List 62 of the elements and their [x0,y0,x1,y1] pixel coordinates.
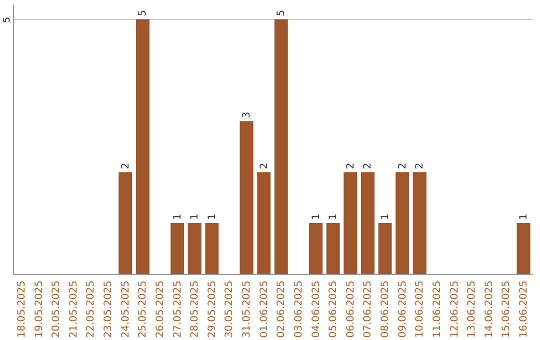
x-tick-label: 18.05.2025 [16,280,28,338]
bar [136,19,150,274]
bar [170,223,184,274]
x-tick-label: 11.06.2025 [432,280,443,338]
bar [205,223,219,274]
data-label: 2 [345,162,356,170]
x-tick-label: 25.05.2025 [138,280,149,338]
x-tick-label: 22.05.2025 [86,280,97,338]
x-tick-label: 27.05.2025 [172,280,184,338]
x-tick-label: 05.06.2025 [328,280,340,338]
x-tick-label: 20.05.2025 [51,280,62,338]
bar [360,172,374,274]
x-tick-label: 26.05.2025 [154,280,166,338]
x-tick-label: 14.06.2025 [484,280,495,338]
data-label: 2 [120,162,132,170]
data-label: 1 [518,214,530,220]
data-label: 1 [172,214,184,220]
bar [240,121,254,274]
bar [396,172,410,274]
bar [378,223,392,274]
x-tick-label: 28.05.2025 [190,280,201,338]
x-tick-label: 29.05.2025 [206,280,218,338]
x-tick-label: 03.06.2025 [293,280,304,338]
x-tick-label: 30.05.2025 [224,280,236,338]
x-tick-label: 06.06.2025 [345,280,356,338]
x-tick-label: 08.06.2025 [380,280,392,338]
data-label: 1 [310,214,322,220]
data-label: 5 [138,10,149,16]
bar [274,19,288,274]
bar [118,172,132,274]
bar [257,172,271,274]
x-tick-label: 23.05.2025 [103,280,114,338]
x-tick-label: 01.06.2025 [258,280,270,338]
data-label: 2 [414,162,426,170]
x-tick-label: 04.06.2025 [310,280,322,338]
data-label: 2 [397,162,408,170]
bar [309,223,323,274]
bar [516,223,530,274]
data-label: 3 [242,112,253,118]
x-tick-label: 31.05.2025 [242,280,253,338]
x-tick-label: 07.06.2025 [362,280,374,338]
data-label: 1 [328,214,340,220]
data-label: 2 [258,162,270,170]
data-label: 1 [380,214,392,220]
x-tick-label: 10.06.2025 [414,280,426,338]
x-tick-label: 24.05.2025 [120,280,132,338]
data-label: 1 [206,214,218,220]
data-label: 2 [362,162,374,170]
x-tick-label: 21.05.2025 [68,280,80,338]
bar [412,172,426,274]
x-tick-label: 15.06.2025 [501,280,512,338]
x-tick-label: 19.05.2025 [34,280,45,338]
bar [188,223,202,274]
data-label: 1 [190,214,201,220]
x-tick-label: 02.06.2025 [276,280,288,338]
data-label: 5 [276,10,288,16]
x-tick-label: 12.06.2025 [449,280,460,338]
x-tick-label: 09.06.2025 [397,280,408,338]
x-tick-label: 13.06.2025 [466,280,478,338]
bar [326,223,340,274]
bar [344,172,358,274]
x-tick-label: 16.06.2025 [518,280,530,338]
